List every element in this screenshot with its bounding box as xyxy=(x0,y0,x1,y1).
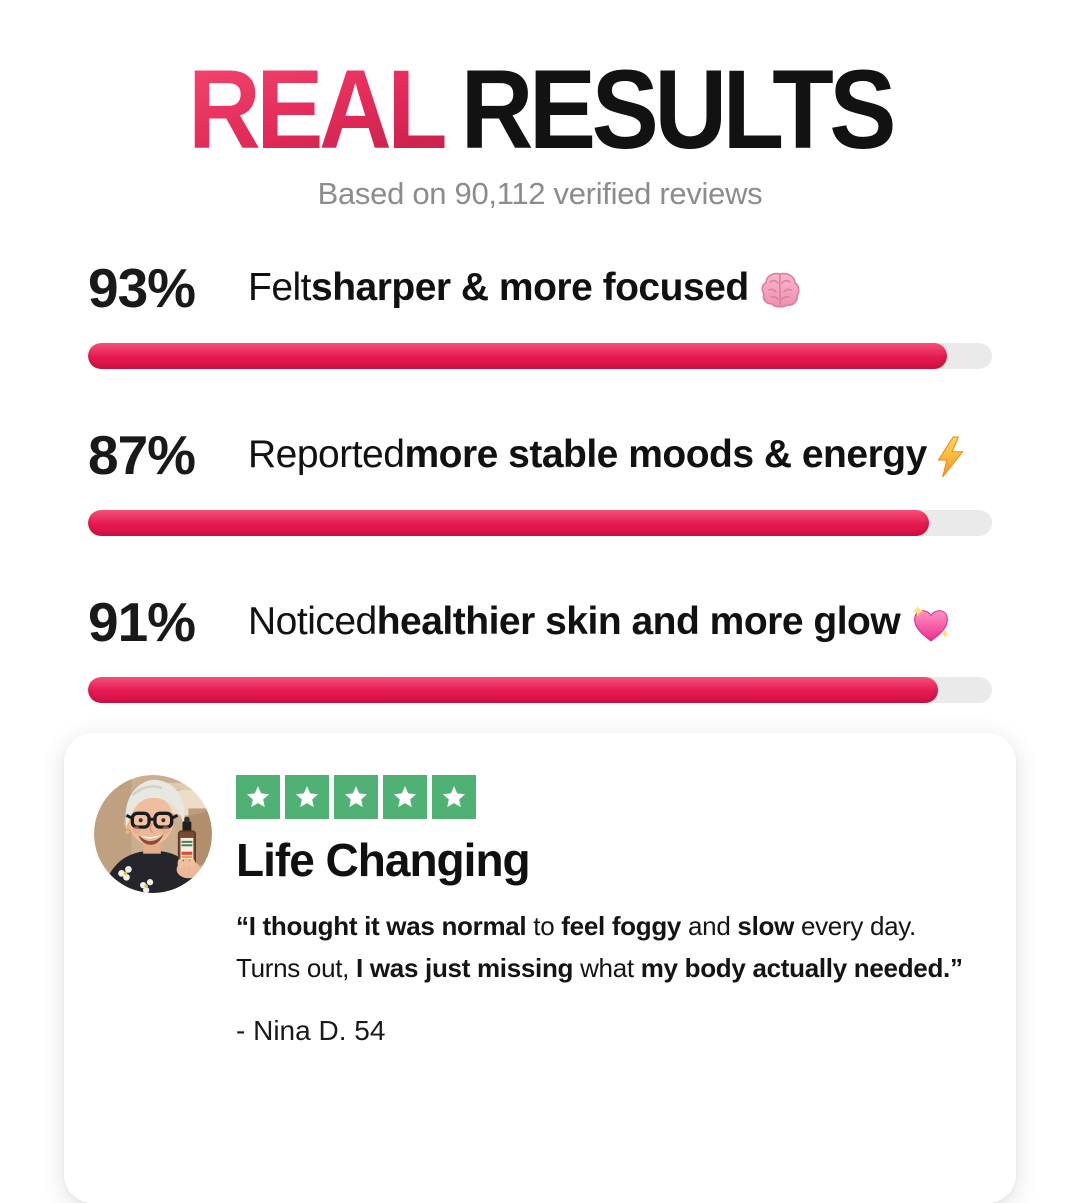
stat-text-bold: healthier skin and more glow xyxy=(376,600,901,643)
stat-percent: 87% xyxy=(88,424,196,486)
reviewer-byline: - Nina D. 54 xyxy=(236,1015,386,1046)
title-rest-word: RESULTS xyxy=(460,47,897,172)
quote-line-1: “I thought it was normal to feel foggy a… xyxy=(236,905,978,947)
progress-fill xyxy=(88,510,929,536)
stat-text-bold: more stable moods & energy xyxy=(404,433,927,476)
brain-emoji xyxy=(758,268,802,312)
quote-seg: every day. xyxy=(794,911,916,941)
header: REAL RESULTS Based on 90,112 verified rev… xyxy=(0,0,1080,212)
stat-row-moods: 87% Reported more stable moods & energy xyxy=(88,423,992,536)
review-title: Life Changing xyxy=(236,834,531,886)
stat-percent: 91% xyxy=(88,591,196,653)
progress-track xyxy=(88,510,992,536)
stat-description: Reported more stable moods & energy xyxy=(248,433,970,478)
page-title: REAL RESULTS xyxy=(54,54,1026,166)
stat-row-focus: 93% Felt sharper & more focused xyxy=(88,256,992,369)
stat-description: Felt sharper & more focused xyxy=(248,266,802,310)
quote-seg: to xyxy=(526,911,562,941)
stat-text-lead: Noticed xyxy=(248,600,377,643)
stat-row-skin: 91% Noticed healthier skin and more glow xyxy=(88,590,992,703)
review-count-subtitle: Based on 90,112 verified reviews xyxy=(317,176,763,211)
stat-head: 87% Reported more stable moods & energy xyxy=(88,423,992,487)
quote-seg: and xyxy=(681,911,738,941)
progress-fill xyxy=(88,677,938,703)
quote-seg: my body actually needed.” xyxy=(640,953,963,983)
stat-text-lead: Felt xyxy=(248,266,312,309)
stat-description: Noticed healthier skin and more glow xyxy=(248,600,953,644)
quote-seg: feel foggy xyxy=(561,911,682,941)
stat-head: 91% Noticed healthier skin and more glow xyxy=(88,590,992,654)
trustpilot-rating-5-stars xyxy=(236,775,978,819)
stat-text-bold: sharper & more focused xyxy=(311,266,749,309)
testimonial-card: Life Changing “I thought it was normal t… xyxy=(64,733,1016,1203)
progress-track xyxy=(88,677,992,703)
reviewer-avatar xyxy=(94,775,212,893)
title-accent-word: REAL xyxy=(187,47,449,172)
progress-fill xyxy=(88,343,947,369)
lightning-bolt-emoji xyxy=(930,436,970,478)
stat-percent: 93% xyxy=(88,257,196,319)
trustpilot-star-icon xyxy=(334,775,378,819)
stat-text-lead: Reported xyxy=(248,433,405,476)
quote-seg: I was just missing xyxy=(356,953,574,983)
review-content: Life Changing “I thought it was normal t… xyxy=(236,775,978,1203)
trustpilot-star-icon xyxy=(383,775,427,819)
quote-seg: Turns out, xyxy=(236,953,357,983)
trustpilot-star-icon xyxy=(285,775,329,819)
trustpilot-star-icon xyxy=(432,775,476,819)
quote-seg: what xyxy=(573,953,641,983)
quote-seg: “I thought it was normal xyxy=(236,911,527,941)
trustpilot-star-icon xyxy=(236,775,280,819)
progress-track xyxy=(88,343,992,369)
stats-list: 93% Felt sharper & more focused xyxy=(88,256,992,703)
sparkling-heart-emoji xyxy=(909,602,953,646)
quote-seg: slow xyxy=(737,911,795,941)
review-quote: “I thought it was normal to feel foggy a… xyxy=(236,905,978,989)
stat-head: 93% Felt sharper & more focused xyxy=(88,256,992,320)
quote-line-2: Turns out, I was just missing what my bo… xyxy=(236,947,978,989)
